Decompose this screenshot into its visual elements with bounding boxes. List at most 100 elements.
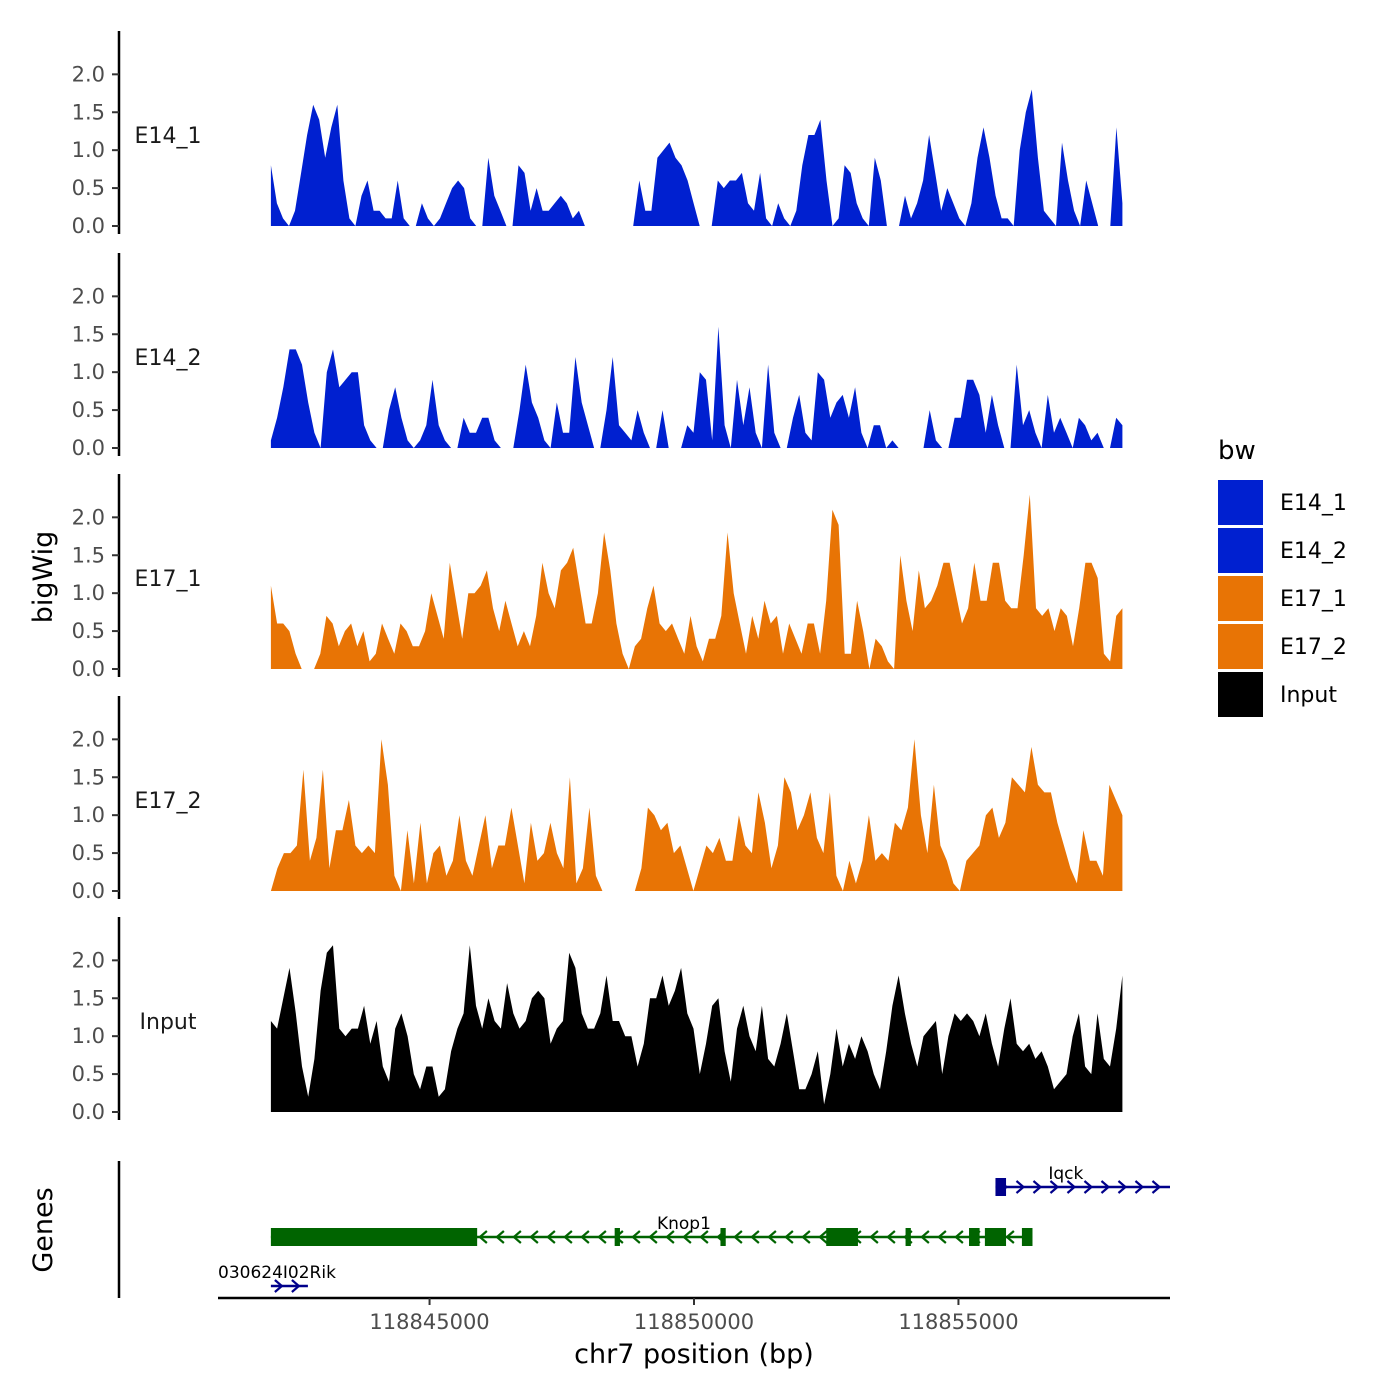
y-tick-label: 1.5 — [72, 543, 105, 567]
strand-arrow — [920, 1230, 930, 1244]
track-label-Input: Input — [140, 1010, 197, 1035]
gene-Iqck: Iqck — [995, 1164, 1170, 1196]
strand-arrow — [274, 1279, 284, 1293]
legend-key-Input — [1218, 672, 1263, 717]
strand-arrow — [648, 1230, 658, 1244]
y-tick-label: 1.0 — [72, 581, 105, 605]
exon — [826, 1228, 858, 1246]
track-panel-E17_1: 0.0 0.5 1.0 1.5 2.0 E17_1 — [72, 474, 1123, 681]
track-panel-Input: 0.0 0.5 1.0 1.5 2.0 Input — [72, 917, 1123, 1124]
exon — [984, 1228, 1007, 1246]
coverage-area-Input — [270, 945, 1123, 1112]
y-axis-title: bigWig — [28, 531, 59, 624]
exon — [969, 1228, 980, 1246]
exon — [1021, 1228, 1033, 1246]
y-tick-label: 2.0 — [72, 727, 105, 751]
y-tick-label: 0.0 — [72, 436, 105, 460]
y-tick-label: 2.0 — [72, 948, 105, 972]
y-tick-label: 0.0 — [72, 879, 105, 903]
y-tick-label: 0.0 — [72, 214, 105, 238]
coverage-area-E17_2 — [270, 739, 1123, 891]
y-tick-label: 1.0 — [72, 803, 105, 827]
y-tick-label: 0.5 — [72, 176, 105, 200]
strand-arrow — [937, 1230, 947, 1244]
exon — [614, 1228, 620, 1246]
y-tick-label: 0.0 — [72, 657, 105, 681]
legend-label-E14_1: E14_1 — [1280, 491, 1347, 516]
strand-arrow — [563, 1230, 573, 1244]
exon — [905, 1228, 911, 1246]
x-tick-label: 118855000 — [898, 1310, 1018, 1334]
y-tick-label: 2.0 — [72, 505, 105, 529]
y-tick-label: 1.0 — [72, 138, 105, 162]
legend-label-E17_1: E17_1 — [1280, 587, 1347, 612]
strand-arrow — [1005, 1230, 1015, 1244]
x-tick-label: 118845000 — [369, 1310, 489, 1334]
strand-arrow — [1100, 1180, 1111, 1194]
strand-arrow — [631, 1230, 641, 1244]
track-label-E14_1: E14_1 — [135, 124, 202, 149]
x-axis: 118845000 118850000 118855000 — [218, 1296, 1170, 1334]
coverage-area-E17_1 — [270, 494, 1123, 669]
track-label-E14_2: E14_2 — [135, 346, 202, 371]
strand-arrow — [291, 1279, 301, 1293]
strand-arrow — [597, 1230, 607, 1244]
y-tick-label: 0.5 — [72, 841, 105, 865]
y-tick-label: 0.5 — [72, 398, 105, 422]
y-tick-label: 0.0 — [72, 1100, 105, 1124]
x-axis-title: chr7 position (bp) — [574, 1339, 814, 1370]
strand-arrow — [1066, 1180, 1077, 1194]
strand-arrow — [546, 1230, 556, 1244]
track-panel-E17_2: 0.0 0.5 1.0 1.5 2.0 E17_2 — [72, 696, 1123, 903]
strand-arrow — [818, 1230, 828, 1244]
strand-arrow — [954, 1230, 964, 1244]
strand-arrow — [869, 1230, 879, 1244]
strand-arrow — [529, 1230, 539, 1244]
strand-arrow — [767, 1230, 777, 1244]
legend-title: bw — [1218, 436, 1256, 466]
strand-arrow — [750, 1230, 760, 1244]
y-tick-label: 1.5 — [72, 986, 105, 1010]
genes-axis-title: Genes — [28, 1187, 59, 1272]
legend-key-E14_2 — [1218, 528, 1263, 573]
gene-label: Iqck — [1048, 1164, 1083, 1184]
y-tick-label: 1.0 — [72, 1024, 105, 1048]
strand-arrow — [495, 1230, 505, 1244]
strand-arrow — [733, 1230, 743, 1244]
strand-arrow — [1083, 1180, 1094, 1194]
gene-label: Knop1 — [657, 1214, 711, 1234]
track-label-E17_1: E17_1 — [135, 567, 202, 592]
y-tick-label: 2.0 — [72, 62, 105, 86]
track-panels: 0.0 0.5 1.0 1.5 2.0 E14_1 0.0 0.5 1.0 1.5 2.0 E14_2… — [72, 31, 1123, 1124]
y-tick-label: 1.0 — [72, 360, 105, 384]
legend-label-E17_2: E17_2 — [1280, 635, 1347, 660]
strand-arrow — [512, 1230, 522, 1244]
exon — [995, 1178, 1007, 1196]
strand-arrow — [886, 1230, 896, 1244]
gene-Knop1: Knop1 — [270, 1214, 1033, 1246]
strand-arrow — [1134, 1180, 1145, 1194]
track-panel-E14_1: 0.0 0.5 1.0 1.5 2.0 E14_1 — [72, 31, 1123, 238]
x-tick-label: 118850000 — [634, 1310, 754, 1334]
strand-arrow — [1049, 1180, 1060, 1194]
y-tick-label: 1.5 — [72, 322, 105, 346]
strand-arrow — [478, 1230, 488, 1244]
genes-panel: Iqck Knop1 030624I02Rik — [117, 1161, 1170, 1298]
y-tick-label: 1.5 — [72, 765, 105, 789]
legend-key-E14_1 — [1218, 480, 1263, 525]
coverage-area-E14_2 — [270, 326, 1123, 448]
strand-arrow — [1015, 1180, 1026, 1194]
track-panel-E14_2: 0.0 0.5 1.0 1.5 2.0 E14_2 — [72, 253, 1123, 460]
legend-label-E14_2: E14_2 — [1280, 539, 1347, 564]
strand-arrow — [580, 1230, 590, 1244]
legend-label-Input: Input — [1280, 683, 1337, 708]
strand-arrow — [1151, 1180, 1162, 1194]
y-tick-label: 0.5 — [72, 1062, 105, 1086]
exon — [270, 1228, 478, 1246]
strand-arrow — [784, 1230, 794, 1244]
legend: bw E14_1 E14_2 E17_1 E17_2 Input — [1218, 436, 1347, 717]
coverage-area-E14_1 — [270, 89, 1123, 226]
strand-arrow — [1117, 1180, 1128, 1194]
legend-key-E17_2 — [1218, 624, 1263, 669]
